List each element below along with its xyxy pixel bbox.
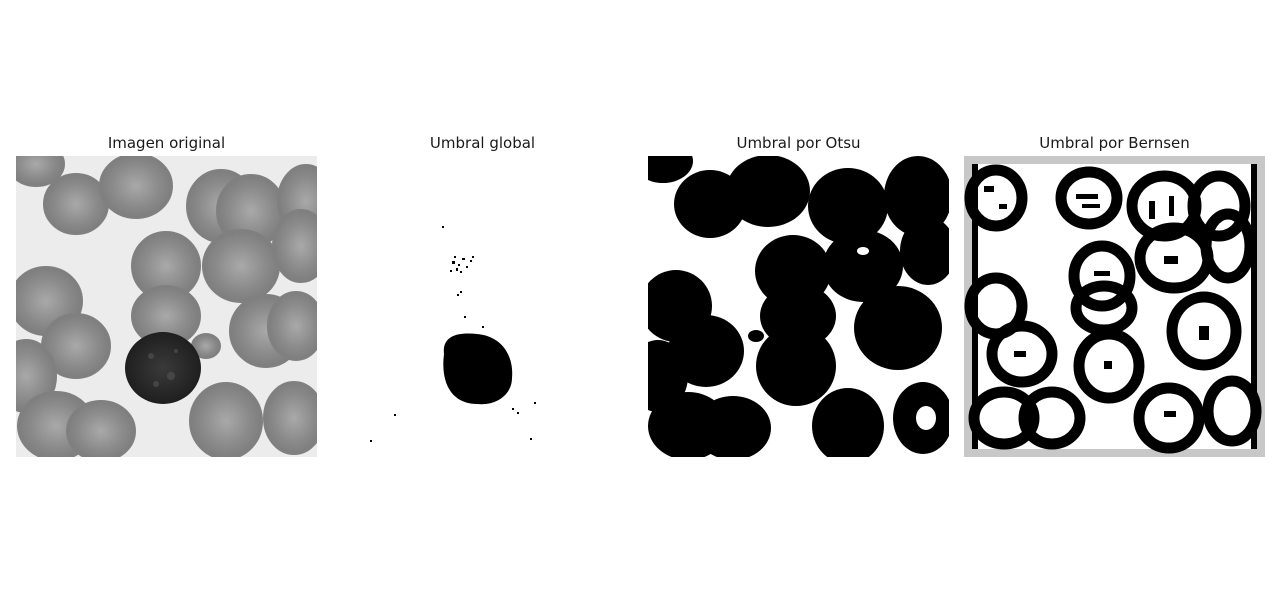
original-image — [16, 156, 317, 457]
bernsen-threshold-image — [964, 156, 1265, 457]
panel-title-global: Umbral global — [429, 134, 536, 152]
panel-title-otsu: Umbral por Otsu — [736, 134, 861, 152]
panel-title-bernsen: Umbral por Bernsen — [1039, 134, 1190, 152]
otsu-threshold-image — [648, 156, 949, 457]
panel-title-original: Imagen original — [107, 134, 226, 152]
global-threshold-image — [332, 156, 633, 457]
